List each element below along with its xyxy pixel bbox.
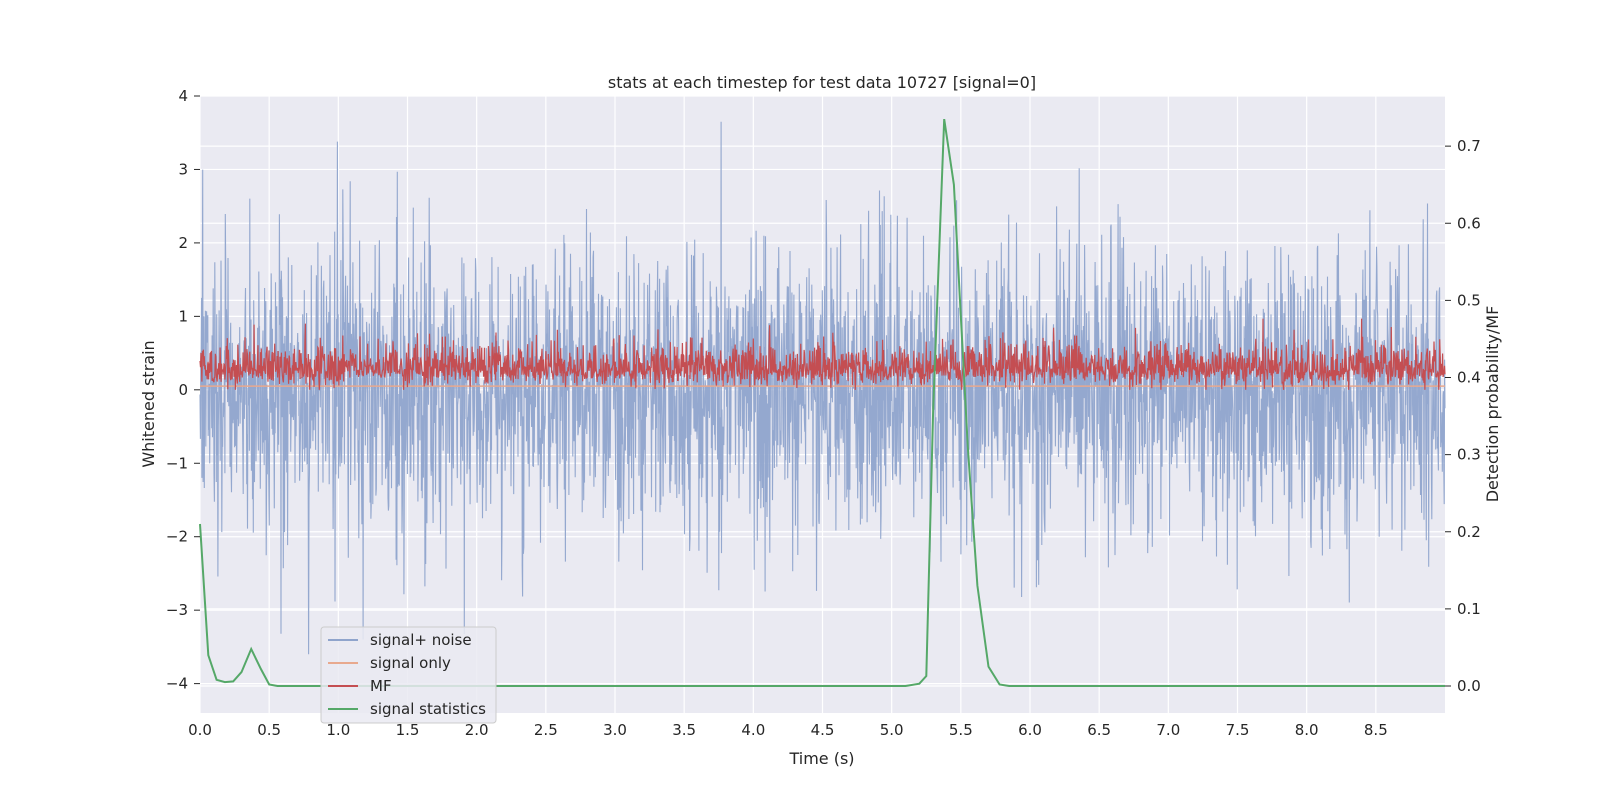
y-tick-label-left: 3 [178, 160, 188, 178]
x-tick-label: 6.5 [1087, 721, 1111, 739]
y-tick-label-right: 0.3 [1457, 446, 1481, 464]
y-tick-label-left: 2 [178, 234, 188, 252]
y-tick-label-right: 0.4 [1457, 369, 1481, 387]
x-tick-label: 1.5 [396, 721, 420, 739]
y-axis-right-ticks: 0.7 0.6 0.5 0.4 0.3 0.2 0.1 0.0 [1445, 137, 1481, 695]
y-tick-label-left: −2 [166, 528, 188, 546]
x-tick-label: 4.5 [811, 721, 835, 739]
y-tick-label-right: 0.2 [1457, 523, 1481, 541]
x-tick-label: 6.0 [1018, 721, 1042, 739]
y-tick-label-right: 0.0 [1457, 677, 1481, 695]
legend-label-signal-only: signal only [370, 654, 451, 672]
y-tick-label-right: 0.6 [1457, 214, 1481, 232]
series-signal-noise-line [199, 121, 1446, 655]
y-tick-label-right: 0.7 [1457, 137, 1481, 155]
legend-label-mf: MF [370, 677, 392, 695]
x-tick-label: 2.5 [534, 721, 558, 739]
chart-title: stats at each timestep for test data 107… [608, 73, 1036, 92]
x-tick-label: 3.5 [672, 721, 696, 739]
series-layer [199, 118, 1446, 687]
x-tick-label: 0.5 [257, 721, 281, 739]
x-tick-label: 1.0 [326, 721, 350, 739]
x-tick-label: 8.5 [1364, 721, 1388, 739]
series-signal-statistics-line [199, 118, 1445, 687]
y-tick-label-left: 4 [178, 87, 188, 105]
x-tick-label: 3.0 [603, 721, 627, 739]
legend-label-signal-noise: signal+ noise [370, 631, 472, 649]
x-tick-label: 0.0 [188, 721, 212, 739]
x-axis-ticks: 0.0 0.5 1.0 1.5 2.0 2.5 3.0 3.5 4.0 4.5 5.0 5.5 6.0 6… [188, 721, 1388, 739]
x-tick-label: 5.0 [880, 721, 904, 739]
y-tick-label-left: −1 [166, 454, 188, 472]
y-axis-left-ticks: 4 3 2 1 0 −1 −2 −3 −4 [166, 87, 200, 693]
y-tick-label-left: −3 [166, 601, 188, 619]
y-axis-right-label: Detection probability/MF [1483, 306, 1502, 503]
y-tick-label-right: 0.5 [1457, 291, 1481, 309]
legend: signal+ noise signal only MF signal stat… [320, 626, 497, 724]
x-tick-label: 4.0 [741, 721, 765, 739]
y-tick-label-right: 0.1 [1457, 600, 1481, 618]
x-tick-label: 7.5 [1226, 721, 1250, 739]
x-tick-label: 2.0 [465, 721, 489, 739]
y-axis-left-label: Whitened strain [139, 340, 158, 467]
legend-box [320, 626, 497, 724]
y-tick-label-left: 0 [178, 381, 188, 399]
legend-label-signal-statistics: signal statistics [370, 700, 486, 718]
x-tick-label: 7.0 [1156, 721, 1180, 739]
x-tick-label: 8.0 [1295, 721, 1319, 739]
y-tick-label-left: −4 [166, 675, 188, 693]
y-tick-label-left: 1 [178, 307, 188, 325]
x-axis-label: Time (s) [788, 749, 854, 768]
x-tick-label: 5.5 [949, 721, 973, 739]
series-mf-line [199, 318, 1446, 390]
